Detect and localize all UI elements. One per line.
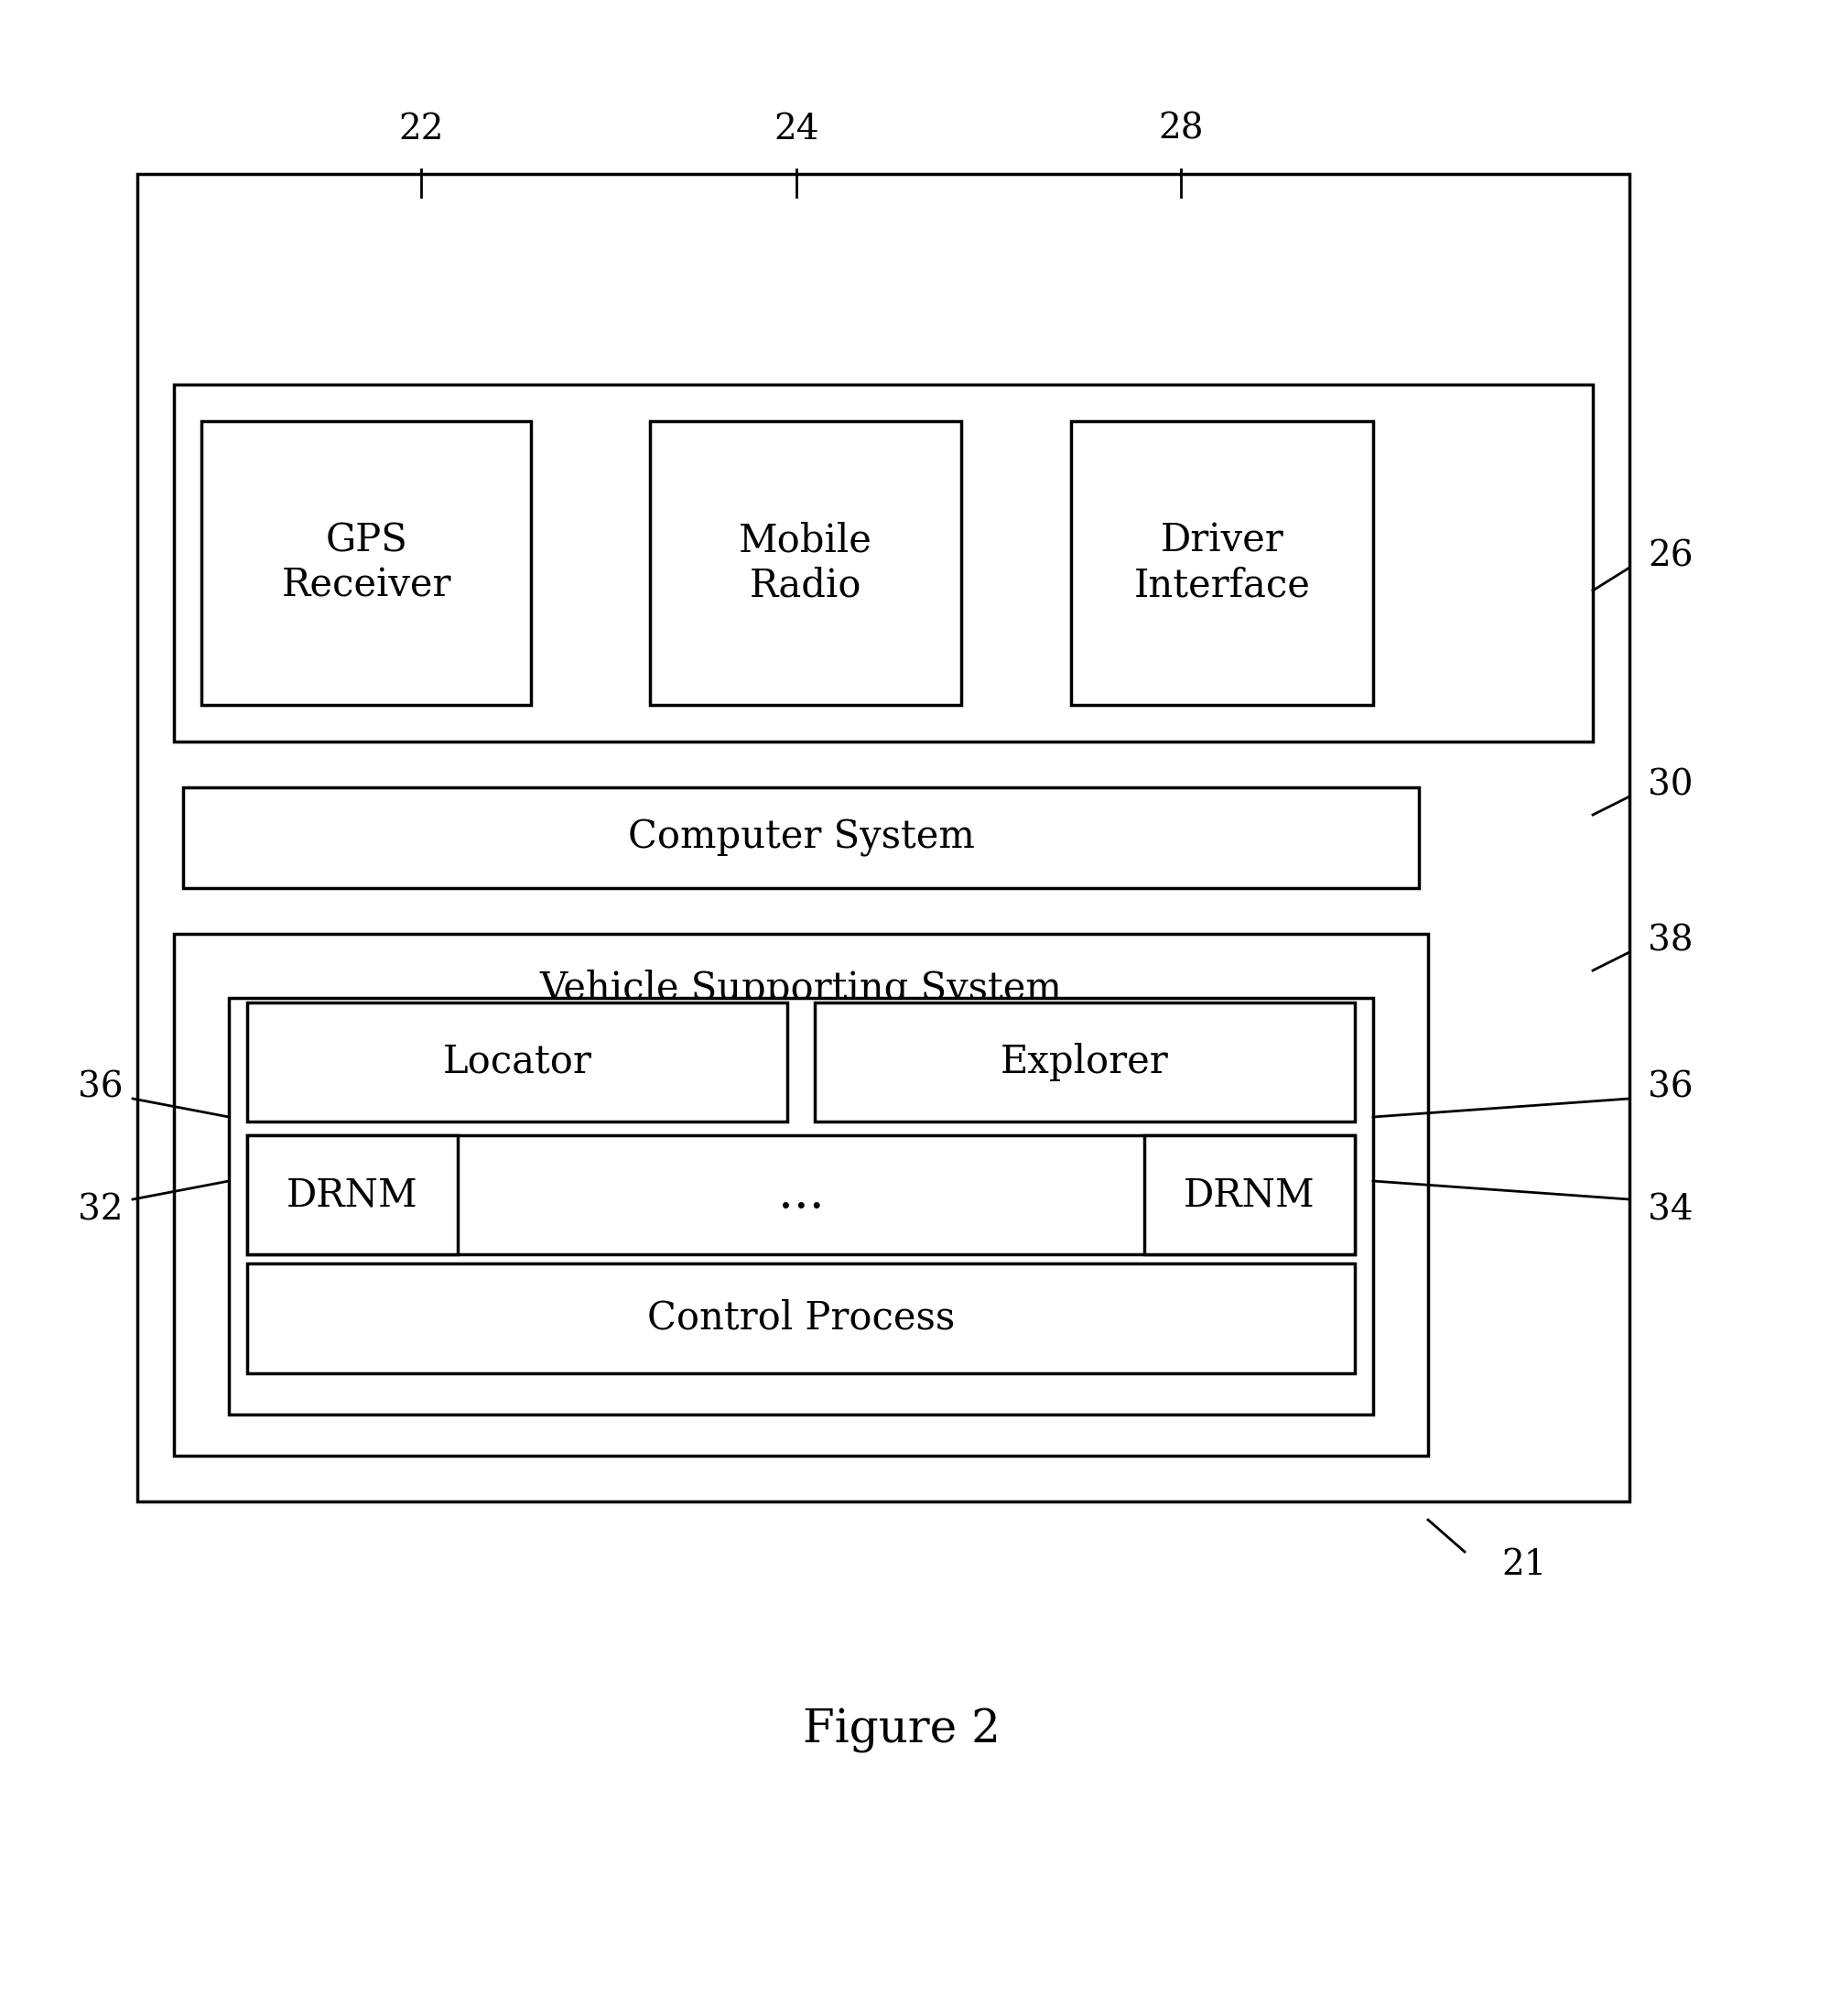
Text: Figure 2: Figure 2 <box>802 1708 1001 1754</box>
Text: 24: 24 <box>773 113 819 147</box>
Text: Mobile
Radio: Mobile Radio <box>740 522 872 605</box>
Text: ...: ... <box>778 1171 824 1218</box>
Text: Computer System: Computer System <box>627 818 975 857</box>
Bar <box>247 1002 788 1121</box>
Bar <box>815 1002 1354 1121</box>
Text: Locator: Locator <box>443 1042 592 1081</box>
Bar <box>184 788 1419 889</box>
Text: 22: 22 <box>399 113 443 147</box>
Text: 32: 32 <box>77 1193 123 1228</box>
Bar <box>247 1264 1354 1373</box>
Bar <box>175 933 1428 1456</box>
Bar <box>650 421 960 706</box>
Bar <box>228 998 1373 1415</box>
Text: 28: 28 <box>1157 113 1203 147</box>
Text: 36: 36 <box>77 1070 123 1105</box>
Bar <box>1071 421 1373 706</box>
Bar <box>247 1135 1354 1254</box>
Bar <box>247 1135 458 1254</box>
Text: GPS
Receiver: GPS Receiver <box>282 522 451 605</box>
Bar <box>138 173 1630 1502</box>
Text: DRNM: DRNM <box>1183 1175 1316 1214</box>
Text: Control Process: Control Process <box>648 1298 955 1337</box>
Text: 36: 36 <box>1649 1070 1693 1105</box>
Text: Explorer: Explorer <box>1001 1042 1168 1081</box>
Text: Driver
Interface: Driver Interface <box>1133 522 1310 605</box>
Text: DRNM: DRNM <box>287 1175 418 1214</box>
Bar <box>175 385 1593 742</box>
Text: 30: 30 <box>1649 768 1693 802</box>
Text: Vehicle Supporting System: Vehicle Supporting System <box>539 970 1062 1008</box>
Text: 34: 34 <box>1649 1193 1693 1228</box>
Text: 26: 26 <box>1649 540 1693 575</box>
Text: 21: 21 <box>1501 1548 1546 1583</box>
Bar <box>1144 1135 1354 1254</box>
Bar <box>201 421 532 706</box>
Text: 38: 38 <box>1649 923 1693 958</box>
